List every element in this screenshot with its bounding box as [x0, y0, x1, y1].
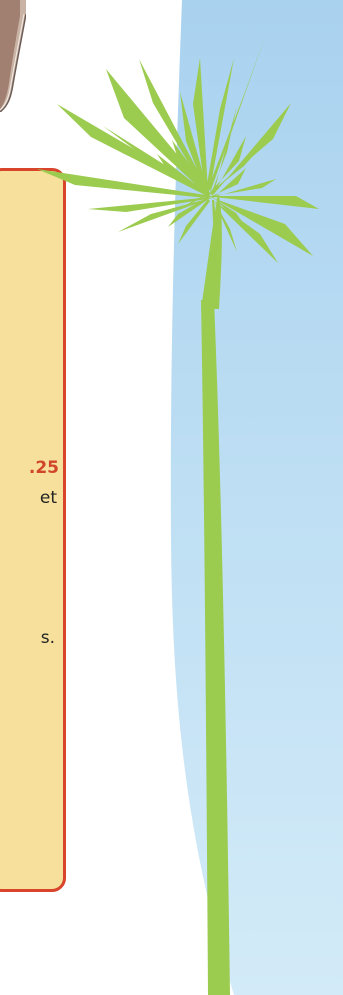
body-text-fragment: s. — [40, 628, 55, 648]
content-card: .25 et s. — [0, 168, 66, 892]
price-text-fragment: .25 — [28, 458, 59, 478]
photo-corner-icon — [0, 0, 26, 112]
body-text-fragment: et — [39, 488, 57, 508]
sky-panel — [170, 0, 343, 995]
